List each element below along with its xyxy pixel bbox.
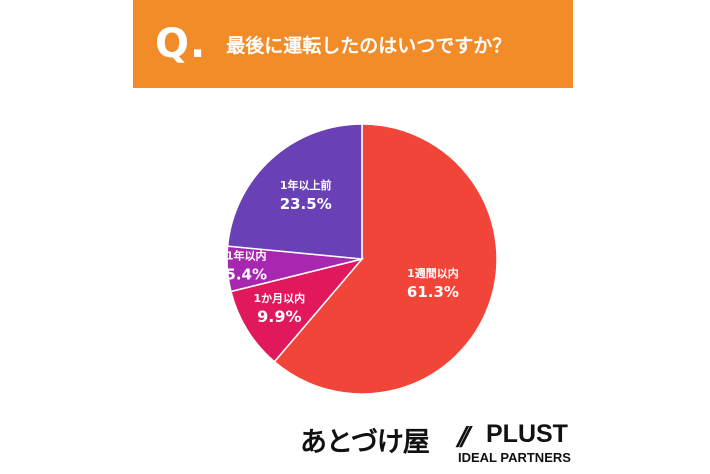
slice-within-month: [230, 257, 365, 363]
question-banner: Q. 最後に運転したのはいつですか？: [133, 0, 573, 88]
logo-area: あとづけ屋 // PLUST IDEAL PARTNERS: [300, 412, 600, 472]
plust-logo-subtitle: IDEAL PARTNERS: [458, 450, 571, 465]
slice-label: 1週間以内: [407, 266, 459, 280]
plust-logo-mark-icon: //: [458, 422, 471, 452]
slice-label: 1年以上前: [280, 178, 332, 192]
slice-label: 1年以内: [226, 249, 267, 263]
slice-label: 1か月以内: [254, 291, 306, 305]
slice-value-label: 9.9%: [257, 307, 301, 326]
slice-value-label: 5.4%: [225, 266, 267, 284]
slice-over-year: [226, 123, 363, 260]
slice-value-label: 61.3%: [407, 283, 459, 301]
atozukeya-logo: あとづけ屋: [300, 427, 430, 458]
question-text: 最後に運転したのはいつですか？: [226, 34, 512, 57]
slice-value-label: 23.5%: [280, 195, 332, 213]
plust-logo-name: PLUST: [486, 420, 568, 448]
slice-within-week: [273, 123, 498, 395]
q-mark: Q.: [155, 21, 207, 67]
